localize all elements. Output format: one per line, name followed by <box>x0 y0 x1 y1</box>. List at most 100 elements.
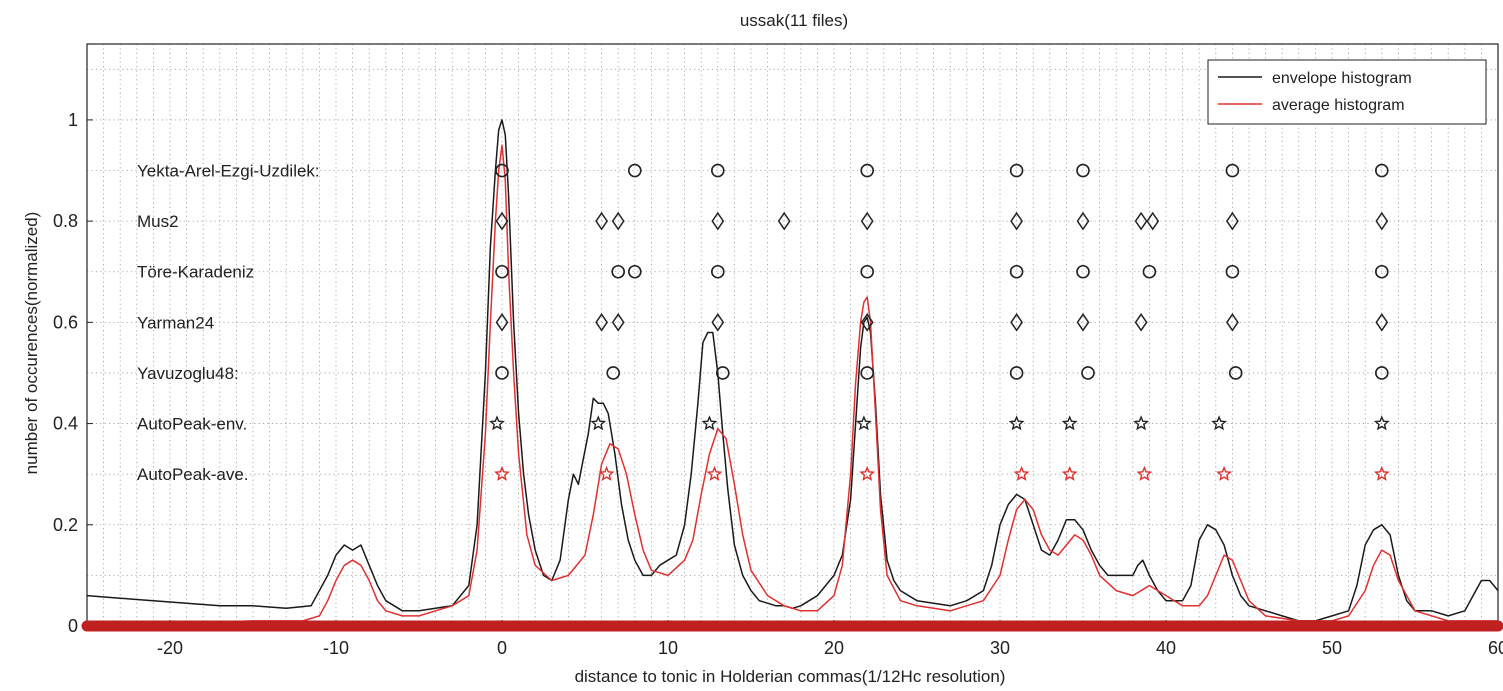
x-tick-label: 10 <box>658 638 678 658</box>
marker-diamond <box>1146 211 1160 231</box>
marker-diamond <box>611 313 625 332</box>
marker-circle <box>627 163 642 178</box>
chart-title: ussak(11 files) <box>740 11 848 30</box>
x-tick-label: 0 <box>497 638 507 658</box>
marker-star <box>855 415 872 431</box>
marker-diamond <box>1134 313 1148 332</box>
marker-diamond <box>495 211 509 231</box>
marker-circle <box>1225 264 1240 279</box>
marker-circle <box>1228 366 1243 380</box>
y-tick-label: 1 <box>68 110 78 130</box>
marker-circle <box>1375 163 1389 178</box>
x-axis-ticks: -20 -10 0 10 20 30 40 50 60 <box>157 620 1503 658</box>
marker-star <box>1211 415 1228 431</box>
marker-star <box>489 415 505 431</box>
marker-circle <box>495 366 509 380</box>
marker-diamond <box>1225 211 1239 231</box>
marker-star <box>1373 465 1390 481</box>
marker-row-label: AutoPeak-ave. <box>137 465 249 484</box>
marker-diamond <box>1375 211 1389 231</box>
marker-circle <box>1081 366 1095 380</box>
x-tick-label: 60 <box>1488 638 1503 658</box>
marker-diamond <box>860 211 874 231</box>
marker-diamond <box>1076 313 1090 332</box>
marker-diamond <box>595 313 609 332</box>
x-tick-label: 30 <box>990 638 1010 658</box>
marker-star <box>1373 415 1390 431</box>
marker-star <box>1136 465 1153 481</box>
marker-circle <box>495 264 509 279</box>
x-axis-label: distance to tonic in Holderian commas(1/… <box>575 667 1006 686</box>
marker-circle <box>710 163 725 178</box>
marker-circle <box>627 264 642 279</box>
x-tick-label: -10 <box>323 638 349 658</box>
x-tick-label: 20 <box>824 638 844 658</box>
plot-frame <box>86 43 1499 627</box>
marker-row-label: Yavuzoglu48: <box>137 364 239 383</box>
marker-row-label: Töre-Karadeniz <box>137 263 254 282</box>
marker-circle <box>1009 264 1024 279</box>
marker-row-label: Yarman24 <box>137 313 214 332</box>
marker-circle <box>1375 366 1389 380</box>
marker-row-label: AutoPeak-env. <box>137 415 247 434</box>
x-tick-label: 40 <box>1156 638 1176 658</box>
marker-star <box>598 465 615 481</box>
y-tick-label: 0.4 <box>53 414 78 434</box>
series-line-average <box>87 144 1498 625</box>
marker-diamond <box>1134 211 1148 231</box>
marker-diamond <box>711 313 725 332</box>
marker-diamond <box>611 211 625 231</box>
legend-label-average: average histogram <box>1272 97 1405 114</box>
marker-circle <box>860 264 875 279</box>
marker-diamond <box>860 313 874 332</box>
marker-circle <box>860 366 875 380</box>
y-axis-label: number of occurences(normalized) <box>22 212 41 475</box>
marker-star <box>706 465 723 481</box>
legend: envelope histogram average histogram <box>1207 59 1487 125</box>
marker-diamond <box>1010 211 1024 231</box>
marker-star <box>1216 465 1233 481</box>
legend-box <box>1207 59 1487 125</box>
marker-diamond <box>1225 313 1239 332</box>
marker-circle <box>611 264 626 279</box>
marker-star <box>590 415 607 431</box>
x-tick-label: 50 <box>1322 638 1342 658</box>
y-tick-label: 0.8 <box>53 211 78 231</box>
marker-diamond <box>1010 313 1024 332</box>
y-tick-label: 0 <box>68 616 78 636</box>
marker-star <box>1008 415 1025 431</box>
marker-star <box>1133 415 1150 431</box>
y-tick-label: 0.2 <box>53 515 78 535</box>
marker-circle <box>1225 163 1240 178</box>
marker-circle <box>606 366 621 380</box>
marker-circle <box>1009 366 1024 380</box>
marker-rows: Yekta-Arel-Ezgi-Uzdilek: Mus2 Töre-Karaden… <box>137 162 1390 484</box>
marker-circle <box>1076 264 1090 279</box>
marker-diamond <box>1076 211 1090 231</box>
marker-diamond <box>1375 313 1389 332</box>
marker-circle <box>1375 264 1389 279</box>
marker-row-label: Mus2 <box>137 212 179 231</box>
marker-circle <box>1076 163 1090 178</box>
y-axis-ticks: 0 0.2 0.4 0.6 0.8 1 <box>53 110 93 636</box>
marker-diamond <box>777 211 791 231</box>
marker-circle <box>860 163 875 178</box>
marker-star <box>1061 415 1078 431</box>
series-line-envelope <box>86 119 1499 622</box>
marker-circle <box>715 366 730 380</box>
x-tick-label: -20 <box>157 638 183 658</box>
marker-diamond <box>595 211 609 231</box>
grid <box>86 44 1499 626</box>
marker-circle <box>710 264 725 279</box>
marker-circle <box>1009 163 1024 178</box>
y-tick-label: 0.6 <box>53 312 78 332</box>
marker-diamond <box>711 211 725 231</box>
legend-label-envelope: envelope histogram <box>1272 70 1412 87</box>
marker-star <box>1061 465 1078 481</box>
marker-row-label: Yekta-Arel-Ezgi-Uzdilek: <box>137 162 320 181</box>
marker-star <box>494 465 510 481</box>
marker-diamond <box>495 313 509 332</box>
series <box>86 119 1499 625</box>
marker-circle <box>495 163 509 178</box>
